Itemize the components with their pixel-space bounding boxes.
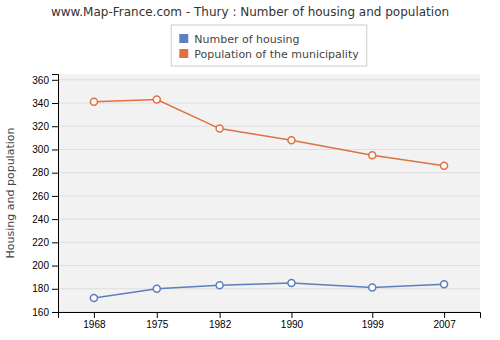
grid-line bbox=[58, 195, 480, 196]
x-tick: 1982 bbox=[209, 312, 232, 330]
legend-item: Number of housing bbox=[179, 33, 299, 46]
marks bbox=[90, 96, 447, 302]
grid-line bbox=[58, 219, 480, 220]
grid-line bbox=[58, 288, 480, 289]
x-tick-mark bbox=[94, 312, 95, 318]
grid bbox=[58, 80, 480, 312]
x-tick: 2007 bbox=[433, 312, 456, 330]
y-tick-label: 340 bbox=[32, 98, 49, 109]
point bbox=[216, 282, 223, 289]
y-tick: 220 bbox=[32, 237, 58, 248]
y-tick-label: 260 bbox=[32, 191, 49, 202]
x-tick-mark bbox=[291, 312, 292, 318]
x-tick-mark bbox=[372, 312, 373, 318]
legend-item: Population of the municipality bbox=[179, 48, 359, 61]
y-tick-mark bbox=[52, 242, 58, 243]
y-tick-mark bbox=[52, 80, 58, 81]
grid-line bbox=[58, 103, 480, 104]
point bbox=[369, 284, 376, 291]
x-tick: 1990 bbox=[281, 312, 304, 330]
grid-line bbox=[58, 126, 480, 127]
x-tick: 1975 bbox=[146, 312, 169, 330]
x-tick-label: 1975 bbox=[146, 319, 169, 330]
y-axis-label: Housing and population bbox=[4, 128, 17, 259]
point bbox=[90, 295, 97, 302]
point bbox=[153, 96, 160, 103]
plot: 1968 1975 1982 1990 1999 2007 160 180 200 220 240 2… bbox=[32, 74, 480, 330]
title: www.Map-France.com - Thury : Number of h… bbox=[51, 5, 449, 19]
legend-label: Population of the municipality bbox=[194, 48, 359, 61]
x-tick-label: 2007 bbox=[433, 319, 456, 330]
y-tick: 240 bbox=[32, 214, 58, 225]
x-tick-label: 1999 bbox=[362, 319, 385, 330]
x-tick-label: 1968 bbox=[83, 319, 106, 330]
legend-swatch bbox=[179, 49, 188, 58]
y-tick-mark bbox=[52, 149, 58, 150]
x-tick-mark bbox=[444, 312, 445, 318]
grid-line bbox=[58, 265, 480, 266]
y-tick-label: 240 bbox=[32, 214, 49, 225]
grid-line bbox=[58, 149, 480, 150]
y-tick: 160 bbox=[32, 307, 58, 318]
y-tick-label: 160 bbox=[32, 307, 49, 318]
y-tick-mark bbox=[52, 266, 58, 267]
y-tick-label: 320 bbox=[32, 121, 49, 132]
y-tick-mark bbox=[52, 173, 58, 174]
series bbox=[90, 96, 447, 169]
point bbox=[90, 98, 97, 105]
legend-box bbox=[171, 25, 366, 66]
point bbox=[441, 162, 448, 169]
plot-background bbox=[58, 74, 480, 312]
line bbox=[94, 100, 444, 166]
legend: Number of housing Population of the munic… bbox=[171, 25, 366, 66]
grid-line bbox=[58, 172, 480, 173]
y-tick: 180 bbox=[32, 283, 58, 294]
y-tick-mark bbox=[52, 312, 58, 313]
x-axis: 1968 1975 1982 1990 1999 2007 bbox=[59, 312, 481, 330]
y-tick-mark bbox=[52, 196, 58, 197]
grid-line bbox=[58, 242, 480, 243]
line bbox=[94, 283, 444, 298]
point bbox=[288, 137, 295, 144]
x-tick: 1968 bbox=[83, 312, 106, 330]
y-tick-mark bbox=[52, 289, 58, 290]
x-tick-mark bbox=[157, 312, 158, 318]
point bbox=[288, 279, 295, 286]
y-tick-label: 220 bbox=[32, 237, 49, 248]
point bbox=[216, 125, 223, 132]
y-axis-line bbox=[52, 75, 59, 313]
grid-line bbox=[58, 79, 480, 80]
y-tick-label: 280 bbox=[32, 167, 49, 178]
y-tick-label: 200 bbox=[32, 260, 49, 271]
y-tick: 320 bbox=[32, 121, 58, 132]
x-tick: 1999 bbox=[362, 312, 385, 330]
y-tick: 280 bbox=[32, 167, 58, 178]
y-tick-mark bbox=[52, 126, 58, 127]
y-tick: 260 bbox=[32, 191, 58, 202]
legend-swatch bbox=[179, 34, 188, 43]
x-axis-line bbox=[59, 313, 481, 319]
y-axis: 160 180 200 220 240 260 280 300 320 340 360 bbox=[32, 75, 58, 318]
y-tick-label: 180 bbox=[32, 283, 49, 294]
y-tick-label: 300 bbox=[32, 144, 49, 155]
y-tick: 300 bbox=[32, 144, 58, 155]
y-tick-mark bbox=[52, 103, 58, 104]
x-tick-mark bbox=[220, 312, 221, 318]
y-tick: 200 bbox=[32, 260, 58, 271]
point bbox=[441, 281, 448, 288]
y-tick: 360 bbox=[32, 75, 58, 86]
point bbox=[369, 152, 376, 159]
point bbox=[153, 285, 160, 292]
y-tick-mark bbox=[52, 219, 58, 220]
series bbox=[90, 279, 447, 301]
y-tick-label: 360 bbox=[32, 75, 49, 86]
x-tick-label: 1982 bbox=[209, 319, 232, 330]
chart: www.Map-France.com - Thury : Number of h… bbox=[0, 0, 500, 340]
x-tick-label: 1990 bbox=[281, 319, 304, 330]
y-tick: 340 bbox=[32, 98, 58, 109]
legend-label: Number of housing bbox=[194, 33, 299, 46]
